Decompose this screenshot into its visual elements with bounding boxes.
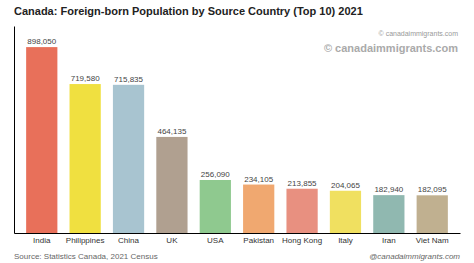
- x-tick-label: Viet Nam: [416, 236, 449, 245]
- x-tick-label: UK: [166, 236, 178, 245]
- data-label: 182,095: [418, 185, 447, 194]
- bar: [26, 47, 57, 233]
- data-label: 234,105: [244, 175, 273, 184]
- bar: [113, 85, 144, 233]
- bar: [243, 185, 274, 233]
- x-tick-label: China: [118, 236, 139, 245]
- bar: [70, 84, 101, 233]
- x-tick: Italy: [338, 236, 353, 245]
- x-tick: Hong Kong: [282, 236, 322, 245]
- x-tick: Pakistan: [243, 236, 274, 245]
- chart: Canada: Foreign-born Population by Sourc…: [0, 0, 474, 263]
- title: Canada: Foreign-born Population by Sourc…: [14, 5, 363, 17]
- x-tick: China: [118, 236, 139, 245]
- x-axis: India Philippines China UK USA Pakistan Hong K…: [15, 234, 461, 245]
- data-label: 256,090: [201, 170, 230, 179]
- plot-area: 898,050 719,580 715,835 464,135 256,090 234,1…: [15, 27, 461, 245]
- watermark: © canadaimmigrants.com: [379, 30, 459, 38]
- x-tick-label: Hong Kong: [282, 236, 322, 245]
- x-tick: UK: [166, 236, 178, 245]
- y-axis: [14, 27, 15, 234]
- data-label: 182,940: [374, 185, 403, 194]
- data-label: 464,135: [157, 127, 186, 136]
- watermark: © canadaimmigrants.com: [324, 42, 458, 54]
- x-tick: Philippines: [66, 236, 105, 245]
- x-tick: Viet Nam: [416, 236, 449, 245]
- x-tick: India: [33, 236, 51, 245]
- bar: [286, 189, 317, 233]
- x-tick-label: USA: [207, 236, 224, 245]
- footer-source: Source: Statistics Canada, 2021 Census: [14, 252, 158, 261]
- x-tick-label: India: [33, 236, 51, 245]
- data-label: 898,050: [27, 37, 56, 46]
- x-tick: USA: [207, 236, 224, 245]
- bar: [330, 191, 361, 233]
- bars: [26, 47, 448, 233]
- x-tick-label: Iran: [382, 236, 396, 245]
- y-axis-line: [14, 27, 15, 234]
- data-labels: 898,050 719,580 715,835 464,135 256,090 234,1…: [27, 37, 447, 194]
- data-label: 719,580: [71, 74, 100, 83]
- x-axis-line: [15, 233, 461, 234]
- x-tick-label: Philippines: [66, 236, 105, 245]
- x-tick-label: Pakistan: [243, 236, 274, 245]
- bar: [373, 195, 404, 233]
- bar: [200, 180, 231, 233]
- bar: [156, 137, 187, 233]
- x-tick-label: Italy: [338, 236, 353, 245]
- data-label: 213,855: [288, 179, 317, 188]
- data-label: 204,065: [331, 181, 360, 190]
- bar: [417, 195, 448, 233]
- data-label: 715,835: [114, 75, 143, 84]
- footer-handle: @canadaimmigrants.com: [369, 252, 460, 261]
- x-tick: Iran: [382, 236, 396, 245]
